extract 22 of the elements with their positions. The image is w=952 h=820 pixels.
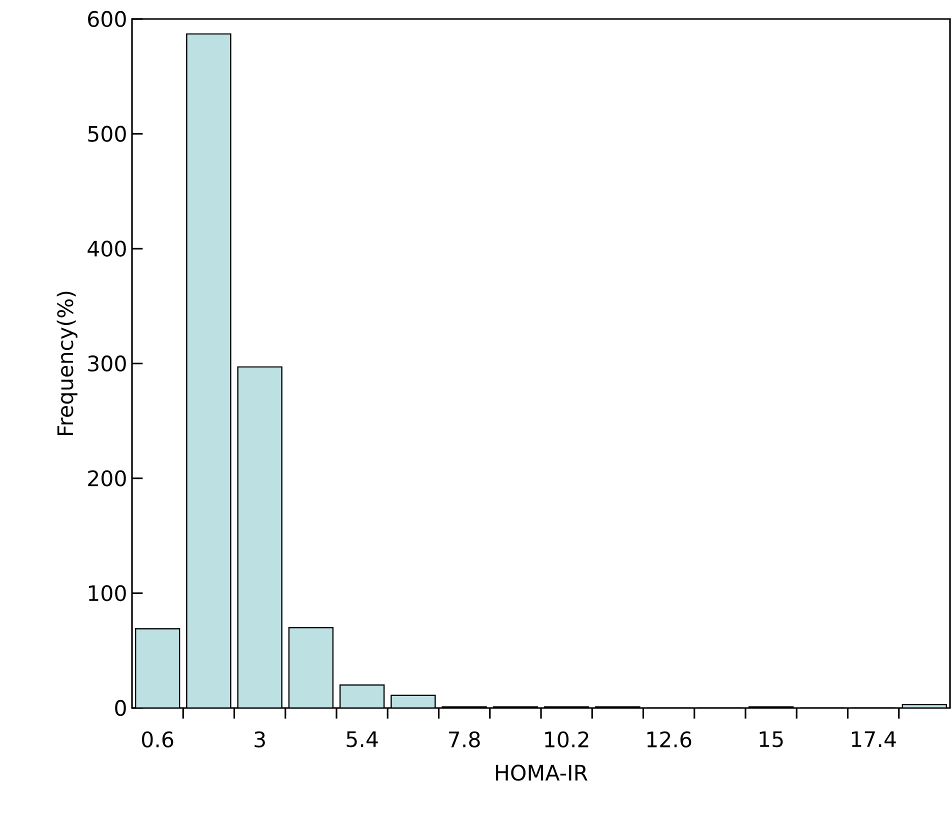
y-tick-label: 600 xyxy=(88,10,126,28)
bar xyxy=(136,628,180,708)
x-tick-label: 12.6 xyxy=(647,731,692,748)
y-axis-title: Frequency(%) xyxy=(56,292,78,435)
x-tick-label: 17.4 xyxy=(852,731,896,747)
x-tick-label: 10.2 xyxy=(545,731,588,748)
x-tick-label: 3 xyxy=(254,731,265,748)
bar xyxy=(238,366,282,708)
y-tick-label: 300 xyxy=(88,355,126,372)
x-axis-title: HOMA-IR xyxy=(496,764,588,781)
y-tick-label: 100 xyxy=(88,585,126,602)
x-tick-label: 5.4 xyxy=(346,731,378,748)
y-tick-label: 400 xyxy=(88,240,126,257)
y-tick-label: 500 xyxy=(88,126,126,142)
y-tick-label: 0 xyxy=(115,700,126,716)
bar xyxy=(340,685,384,708)
x-tick-label: 15 xyxy=(760,731,783,748)
bar xyxy=(288,628,333,708)
x-tick-label: 0.6 xyxy=(142,731,174,748)
y-tick-label: 200 xyxy=(88,470,126,486)
bar xyxy=(186,34,231,708)
x-tick-label: 7.8 xyxy=(449,731,480,748)
